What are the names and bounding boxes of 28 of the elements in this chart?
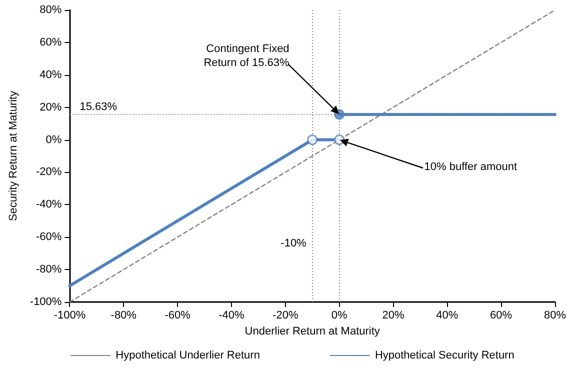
y-tick-label: 40% [40, 68, 62, 81]
x-tick-label: -80% [110, 310, 137, 322]
y-tick-label: 60% [40, 36, 62, 48]
legend-label: Hypothetical Underlier Return [116, 350, 260, 362]
annotation: Contingent Fixed Return of 15.63% [204, 42, 290, 70]
annotation: 10% buffer amount [424, 160, 518, 174]
y-tick-label: -20% [36, 166, 62, 178]
x-tick-label: 60% [490, 310, 512, 322]
y-tick-label: -40% [36, 198, 62, 211]
x-tick-label: -60% [164, 310, 191, 322]
x-tick-label: -100% [54, 310, 86, 322]
y-tick-label: 80% [40, 4, 62, 16]
y-tick-label: 0% [46, 134, 62, 146]
ref-line-label: -10% [280, 238, 307, 250]
x-axis-title: Underlier Return at Maturity [244, 325, 380, 338]
x-tick-label: 40% [436, 310, 458, 322]
ref-line-label: 15.63% [80, 100, 118, 113]
x-tick-label: 0% [331, 310, 348, 322]
y-tick-label: -60% [36, 231, 62, 244]
y-tick-label: -80% [36, 264, 62, 276]
x-tick-label: -20% [272, 310, 298, 322]
x-tick-label: 20% [382, 310, 404, 322]
y-tick-label: 20% [40, 101, 62, 114]
y-axis-title: Security Return at Maturity [8, 90, 20, 222]
x-tick-label: -40% [218, 310, 245, 322]
x-tick-label: 80% [544, 310, 566, 322]
legend-label: Hypothetical Security Return [374, 350, 514, 362]
y-tick-label: -100% [30, 296, 62, 308]
